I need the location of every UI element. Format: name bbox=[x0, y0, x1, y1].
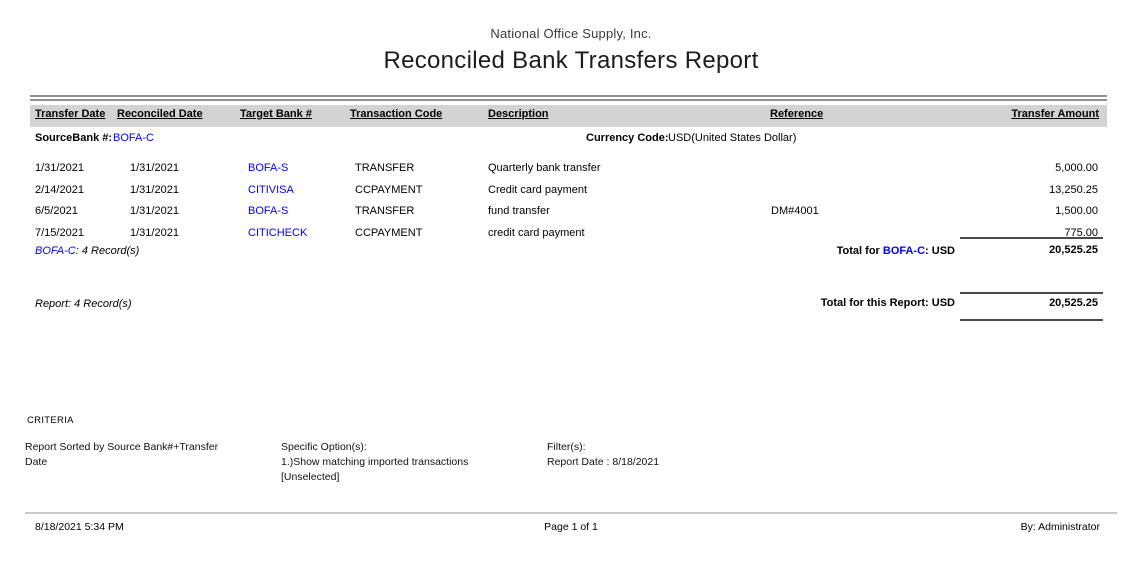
cell-transfer-date: 2/14/2021 bbox=[35, 183, 84, 196]
group-total-label: Total for BOFA-C: USD bbox=[837, 245, 955, 257]
criteria-heading: CRITERIA bbox=[27, 415, 74, 426]
footer-user: By: Administrator bbox=[1020, 521, 1100, 533]
group-total-rule bbox=[960, 237, 1103, 239]
report-title: Reconciled Bank Transfers Report bbox=[383, 47, 759, 74]
cell-transfer-date: 7/15/2021 bbox=[35, 226, 84, 239]
criteria-options-label: Specific Option(s): bbox=[281, 441, 367, 453]
group-record-count: BOFA-C: 4 Record(s) bbox=[35, 245, 139, 257]
group-total-prefix: Total for bbox=[836, 245, 883, 257]
cell-reconciled-date: 1/31/2021 bbox=[130, 205, 179, 218]
cell-description: Quarterly bank transfer bbox=[488, 162, 601, 174]
footer-datetime: 8/18/2021 5:34 PM bbox=[35, 521, 124, 533]
group-total-bank-link[interactable]: BOFA-C bbox=[882, 245, 926, 257]
cell-reconciled-date: 1/31/2021 bbox=[130, 183, 179, 196]
criteria-options: Specific Option(s): 1.)Show matching imp… bbox=[281, 440, 541, 485]
cell-transaction-code: TRANSFER bbox=[355, 162, 415, 174]
currency-code-value: USD(United States Dollar) bbox=[668, 132, 797, 144]
cell-reference: DM#4001 bbox=[771, 205, 819, 218]
report-total-rule-top bbox=[960, 292, 1103, 294]
header-rule-bottom bbox=[30, 99, 1107, 101]
cell-target-bank-link[interactable]: CITICHECK bbox=[248, 226, 308, 239]
col-header-transfer-date: Transfer Date bbox=[35, 108, 106, 120]
footer-divider bbox=[25, 512, 1117, 514]
cell-reconciled-date: 1/31/2021 bbox=[130, 162, 179, 174]
group-total-amount: 20,525.25 bbox=[1049, 244, 1098, 256]
criteria-filters-line1: Report Date : 8/18/2021 bbox=[547, 456, 660, 468]
col-header-description: Description bbox=[488, 108, 549, 120]
table-row: 6/5/2021 1/31/2021 BOFA-S TRANSFER fund … bbox=[0, 201, 1142, 223]
table-row: 7/15/2021 1/31/2021 CITICHECK CCPAYMENT … bbox=[0, 223, 1142, 245]
table-row: 1/31/2021 1/31/2021 BOFA-S TRANSFER Quar… bbox=[0, 158, 1142, 180]
cell-description: credit card payment bbox=[488, 226, 585, 239]
cell-transfer-date: 1/31/2021 bbox=[35, 162, 84, 174]
transfer-rows: 1/31/2021 1/31/2021 BOFA-S TRANSFER Quar… bbox=[0, 158, 1142, 244]
currency-code-label: Currency Code: bbox=[586, 132, 669, 144]
cell-transfer-date: 6/5/2021 bbox=[35, 205, 78, 218]
cell-transfer-amount: 5,000.00 bbox=[1055, 162, 1098, 174]
source-bank-label: SourceBank #: bbox=[35, 132, 113, 144]
cell-transaction-code: CCPAYMENT bbox=[355, 226, 423, 239]
cell-target-bank-link[interactable]: BOFA-S bbox=[248, 205, 289, 218]
footer-page-number: Page 1 of 1 bbox=[544, 521, 598, 533]
source-bank-link[interactable]: BOFA-C bbox=[113, 132, 154, 144]
column-header-band: Transfer Date Reconciled Date Target Ban… bbox=[30, 105, 1107, 127]
company-name: National Office Supply, Inc. bbox=[490, 26, 652, 41]
col-header-reference: Reference bbox=[770, 108, 824, 120]
table-row: 2/14/2021 1/31/2021 CITIVISA CCPAYMENT C… bbox=[0, 180, 1142, 202]
group-total-suffix: : USD bbox=[925, 245, 955, 257]
cell-target-bank-link[interactable]: BOFA-S bbox=[248, 162, 289, 174]
criteria-filters: Filter(s): Report Date : 8/18/2021 bbox=[547, 440, 807, 470]
criteria-options-line1: 1.)Show matching imported transactions bbox=[281, 456, 469, 468]
col-header-transfer-amount: Transfer Amount bbox=[1011, 108, 1099, 120]
criteria-sort: Report Sorted by Source Bank#+Transfer D… bbox=[25, 441, 219, 468]
group-record-bank-link[interactable]: BOFA-C bbox=[35, 245, 76, 257]
group-record-count-text: : 4 Record(s) bbox=[75, 245, 140, 257]
cell-reconciled-date: 1/31/2021 bbox=[130, 226, 179, 239]
cell-target-bank-link[interactable]: CITIVISA bbox=[248, 183, 294, 196]
cell-transfer-amount: 775.00 bbox=[1064, 226, 1098, 239]
cell-transfer-amount: 13,250.25 bbox=[1049, 183, 1098, 196]
cell-description: Credit card payment bbox=[488, 183, 588, 196]
cell-transaction-code: TRANSFER bbox=[355, 205, 415, 218]
header-rule-top bbox=[30, 95, 1107, 97]
report-total-label: Total for this Report: USD bbox=[820, 297, 955, 309]
criteria-options-line2: [Unselected] bbox=[281, 471, 340, 483]
report-total-rule-bottom bbox=[960, 319, 1103, 321]
group-header-row: SourceBank #: BOFA-C Currency Code: USD(… bbox=[0, 132, 1142, 150]
col-header-transaction-code: Transaction Code bbox=[350, 108, 443, 120]
cell-description: fund transfer bbox=[488, 205, 550, 218]
cell-transaction-code: CCPAYMENT bbox=[355, 183, 423, 196]
report-record-count: Report: 4 Record(s) bbox=[35, 298, 132, 310]
cell-transfer-amount: 1,500.00 bbox=[1055, 205, 1098, 218]
report-total-amount: 20,525.25 bbox=[1049, 297, 1098, 309]
col-header-reconciled-date: Reconciled Date bbox=[117, 108, 203, 120]
col-header-target-bank: Target Bank # bbox=[240, 108, 312, 120]
criteria-filters-label: Filter(s): bbox=[547, 441, 586, 453]
